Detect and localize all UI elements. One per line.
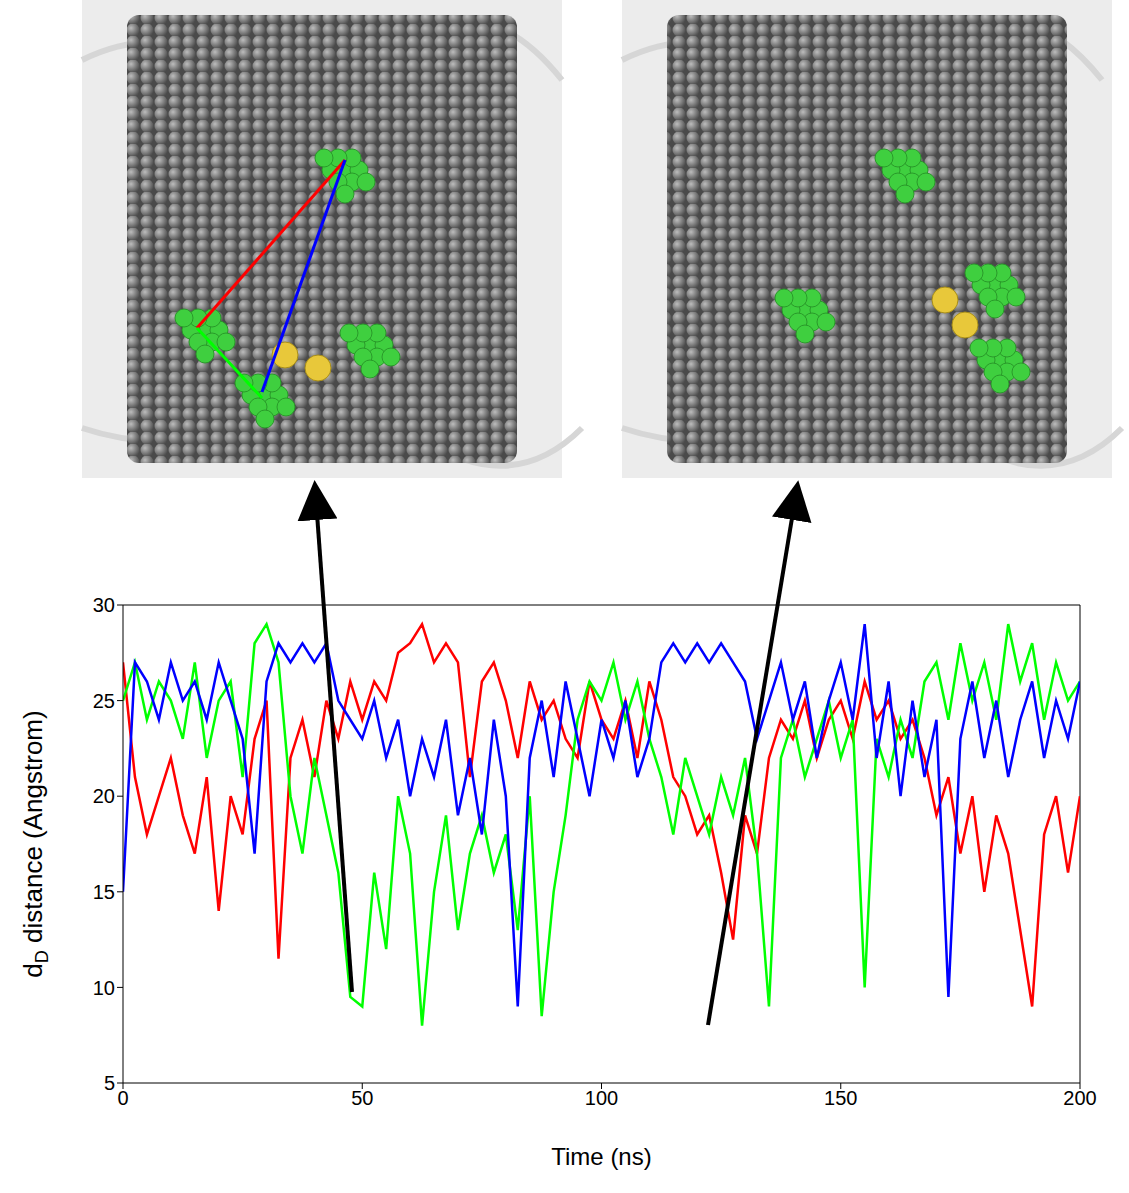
svg-text:15: 15	[93, 881, 115, 903]
svg-text:50: 50	[351, 1087, 373, 1109]
svg-text:30: 30	[93, 594, 115, 616]
svg-text:100: 100	[585, 1087, 618, 1109]
svg-text:200: 200	[1063, 1087, 1096, 1109]
svg-text:10: 10	[93, 977, 115, 999]
svg-text:150: 150	[824, 1087, 857, 1109]
svg-text:0: 0	[117, 1087, 128, 1109]
svg-text:5: 5	[104, 1072, 115, 1094]
svg-text:dD distance (Angstrom): dD distance (Angstrom)	[18, 710, 52, 977]
svg-text:20: 20	[93, 785, 115, 807]
svg-text:Time (ns): Time (ns)	[551, 1143, 651, 1170]
svg-text:25: 25	[93, 690, 115, 712]
